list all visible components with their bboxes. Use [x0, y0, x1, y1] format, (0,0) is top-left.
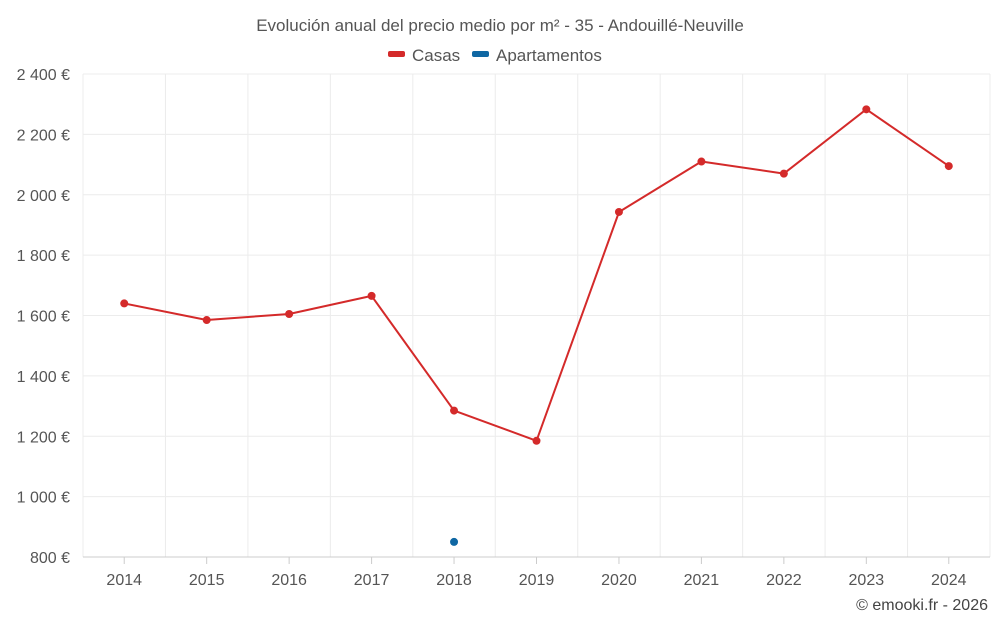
y-tick-label: 1 600 €: [17, 309, 70, 326]
credit-text: © emooki.fr - 2026: [856, 597, 988, 614]
data-point-casas-2015[interactable]: [202, 316, 211, 325]
x-tick-label: 2016: [271, 572, 307, 589]
y-axis-ticks: 800 € 1 000 € 1 200 € 1 400 € 1 600 € 1 800 €…: [17, 67, 70, 567]
y-tick-label: 2 000 €: [17, 188, 70, 205]
data-point-casas-2022[interactable]: [779, 169, 788, 178]
x-tick-label: 2019: [519, 572, 555, 589]
y-tick-label: 800 €: [30, 550, 70, 567]
x-axis-ticks: 2014 2015 2016 2017 2018 2019 2020 2021 2022 2023…: [106, 557, 967, 589]
x-tick-label: 2023: [849, 572, 885, 589]
x-gridlines: [82, 74, 991, 557]
x-tick-label: 2017: [354, 572, 390, 589]
series-casas: [120, 105, 953, 445]
x-tick-label: 2020: [601, 572, 637, 589]
data-point-casas-2014[interactable]: [120, 299, 129, 308]
x-tick-label: 2021: [684, 572, 720, 589]
y-tick-label: 1 800 €: [17, 248, 70, 265]
data-point-casas-2017[interactable]: [367, 291, 376, 300]
legend-label-apartamentos[interactable]: Apartamentos: [496, 46, 602, 65]
data-point-apartamentos-2018[interactable]: [450, 537, 459, 546]
chart-title: Evolución anual del precio medio por m² …: [256, 16, 744, 35]
series-apartamentos: [450, 537, 459, 546]
y-tick-label: 2 400 €: [17, 67, 70, 84]
y-tick-label: 1 200 €: [17, 429, 70, 446]
x-tick-label: 2015: [189, 572, 225, 589]
data-point-casas-2020[interactable]: [614, 207, 623, 216]
legend: Casas Apartamentos: [388, 46, 602, 65]
x-tick-label: 2024: [931, 572, 967, 589]
legend-label-casas[interactable]: Casas: [412, 46, 460, 65]
data-point-casas-2024[interactable]: [944, 162, 953, 171]
legend-swatch-casas: [388, 51, 405, 57]
legend-swatch-apartamentos: [472, 51, 489, 57]
x-tick-label: 2022: [766, 572, 802, 589]
data-point-casas-2019[interactable]: [532, 436, 541, 445]
x-tick-label: 2014: [106, 572, 142, 589]
data-point-casas-2021[interactable]: [697, 157, 706, 166]
data-point-casas-2023[interactable]: [862, 105, 871, 114]
y-tick-label: 1 000 €: [17, 490, 70, 507]
data-point-casas-2018[interactable]: [450, 406, 459, 415]
y-gridlines: [83, 73, 990, 498]
x-tick-label: 2018: [436, 572, 472, 589]
series-layer: [120, 105, 953, 546]
y-tick-label: 2 200 €: [17, 127, 70, 144]
data-point-casas-2016[interactable]: [285, 309, 294, 318]
y-tick-label: 1 400 €: [17, 369, 70, 386]
